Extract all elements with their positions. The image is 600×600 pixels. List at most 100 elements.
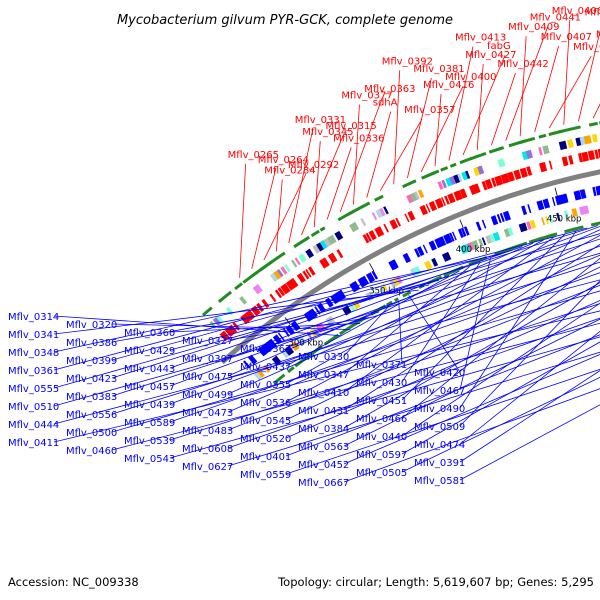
tick-mark [554,187,558,197]
forward-gene-label: Mflv_0315 [325,121,376,132]
reverse-gene-arc [460,227,467,237]
gc-skew-dot [498,146,505,151]
backbone [220,169,600,365]
reverse-gene-label: Mflv_0460 [66,446,117,457]
reverse-gene-label: Mflv_0475 [182,372,233,383]
reverse-gene-label: Mflv_0314 [8,312,59,323]
reverse-gene-label: Mflv_0355 [240,380,291,391]
reverse-label-leader [227,317,600,449]
tick-label: 450 kbp [547,214,582,224]
reverse-gene-label: Mflv_0439 [124,400,175,411]
cog-feature-arc [497,158,506,168]
gc-skew-dot [319,226,326,232]
reverse-gene-arc [536,200,545,211]
forward-gene-arc [487,179,493,189]
forward-gene-arc [581,151,590,162]
reverse-label-leader [401,302,600,437]
forward-gene-label: Mflv_0413 [455,32,506,43]
cog-feature-arc [507,227,514,236]
reverse-label-leader [111,290,600,433]
forward-gene-label: Mflv_0405 [573,42,600,53]
gc-skew-dot [568,125,581,132]
forward-label-leader [448,46,474,161]
forward-gene-arc [362,234,370,244]
reverse-gene-arc [314,306,321,315]
reverse-label-leader [285,368,600,475]
reverse-label-leader [53,279,600,425]
reverse-gene-arc [368,272,376,282]
tick-mark [369,262,375,272]
forward-gene-arc [319,259,327,269]
forward-gene-label: Mflv_0381 [413,64,464,75]
tick-label: 300 kbp [288,339,323,349]
cog-feature-arc [465,170,471,179]
reverse-label-leader [111,284,429,343]
reverse-gene-label: Mflv_0401 [240,452,291,463]
gc-skew-dot [402,179,417,189]
reverse-gene-arc [576,190,582,200]
cog-feature-arc [382,283,389,292]
forward-label-leader [505,26,549,141]
reverse-label-leader [169,226,600,387]
reverse-gene-arc [391,259,399,269]
forward-gene-arc [561,156,569,167]
reverse-gene-label: Mflv_0360 [124,328,175,339]
forward-gene-arc [519,167,528,178]
forward-gene-label: Mflv_0357 [404,105,455,116]
forward-label-leader [519,36,527,137]
tick-label: 400 kbp [456,245,491,255]
forward-label-leader [406,77,432,179]
reverse-label-leader [343,388,600,483]
cog-feature-arc [558,140,568,151]
forward-label-leader [379,118,423,192]
forward-gene-arc [425,203,431,213]
cog-feature-arc [478,238,484,247]
forward-gene-arc [336,249,344,259]
gc-skew-dot [440,166,449,172]
forward-gene-arc [484,178,493,190]
reverse-label-leader [343,353,600,465]
forward-gene-arc [269,293,277,303]
reverse-gene-arc [521,205,528,216]
reverse-gene-arc [440,236,447,246]
reverse-label-leader [401,341,600,455]
reverse-label-leader [227,317,370,341]
forward-gene-arc [513,169,522,180]
cog-feature-arc [349,221,360,233]
reverse-gene-label: Mflv_0627 [182,462,233,473]
cog-feature-arc [503,228,511,238]
cog-feature-arc [312,244,321,254]
reverse-gene-arc [579,189,586,199]
cog-feature-arc [477,165,485,175]
reverse-label-leader [111,323,351,330]
cog-feature-arc [592,133,598,143]
forward-gene-arc [450,193,456,203]
gc-skew-dot [599,121,600,125]
cog-feature-arc [379,207,386,217]
reverse-label-leader [111,249,512,361]
reverse-label-leader [111,225,599,379]
reverse-label-leader [53,233,600,389]
cog-feature-arc [489,233,496,243]
forward-gene-arc [227,324,238,335]
reverse-gene-label: Mflv_0500 [66,428,117,439]
cog-feature-arc [290,259,298,268]
reverse-gene-label: Mflv_0473 [182,408,233,419]
forward-label-leader [288,129,314,244]
reverse-gene-label: Mflv_0451 [356,396,407,407]
forward-label-leader [534,45,560,133]
reverse-gene-arc [338,289,347,300]
forward-gene-label: Mflv_0400 [445,72,496,83]
cog-feature-arc [276,268,284,278]
forward-gene-arc [419,204,428,216]
forward-label-leader [393,70,401,185]
reverse-gene-arc [243,360,251,369]
forward-gene-arc [404,213,410,223]
cog-feature-arc [319,240,328,250]
reverse-gene-arc [493,215,499,225]
reverse-gene-label: Mflv_0341 [8,330,59,341]
cog-feature-arc [348,302,356,312]
reverse-gene-label: Mflv_0367 [240,344,291,355]
forward-label-leader [476,64,484,151]
cog-feature-arc [518,222,528,233]
